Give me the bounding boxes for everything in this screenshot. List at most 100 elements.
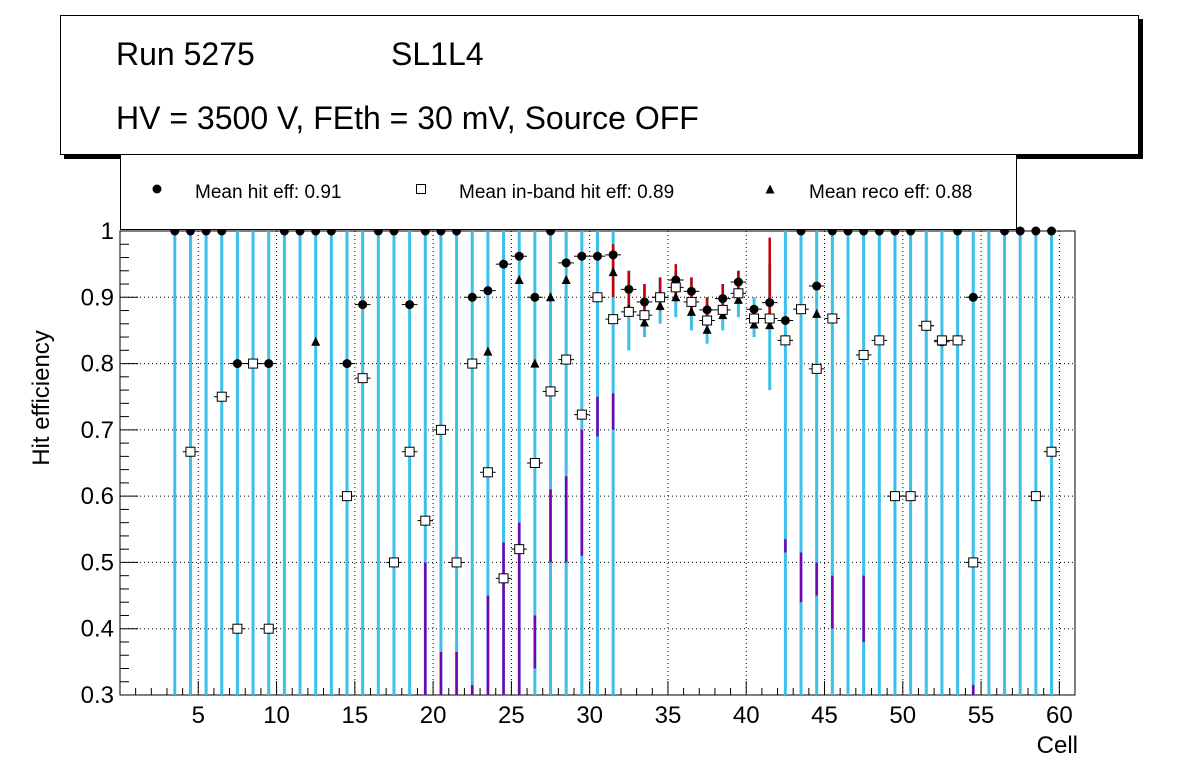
- x-tick-label: 20: [420, 702, 447, 729]
- y-tick-label: 0.5: [81, 549, 114, 576]
- inband-point: [936, 335, 947, 346]
- y-tick-label: 0.4: [81, 616, 114, 643]
- hit-point: [968, 292, 978, 302]
- inband-point: [655, 292, 666, 303]
- layer-label: SL1L4: [391, 36, 484, 72]
- hit-point: [608, 250, 618, 260]
- inband-point: [263, 623, 274, 634]
- inband-point: [592, 292, 603, 303]
- y-tick-label: 0.9: [81, 284, 114, 311]
- legend: Mean hit eff: 0.91 Mean in-band hit eff:…: [120, 155, 1017, 230]
- hit-point: [530, 292, 540, 302]
- x-tick-label: 50: [889, 702, 916, 729]
- legend-hit-label: Mean hit eff: 0.91: [195, 182, 342, 203]
- inband-point: [670, 282, 681, 293]
- reco-point: [483, 346, 493, 356]
- reco-point: [561, 275, 571, 285]
- reco-point: [686, 306, 696, 316]
- inband-point: [905, 491, 916, 502]
- reco-point: [639, 317, 649, 327]
- inband-point: [482, 467, 493, 478]
- inband-point: [702, 315, 713, 326]
- hit-point: [702, 305, 712, 315]
- hit-point: [514, 251, 524, 261]
- inband-markers: [182, 282, 1060, 634]
- inband-point: [827, 313, 838, 324]
- hit-point: [232, 359, 242, 369]
- reco-point: [530, 358, 540, 368]
- y-tick-label: 0.6: [81, 483, 114, 510]
- hit-point: [1047, 226, 1057, 236]
- inband-point: [608, 314, 619, 325]
- reco-point: [514, 275, 524, 285]
- x-tick-label: 45: [811, 702, 838, 729]
- inband-point: [529, 458, 540, 468]
- inband-point: [921, 320, 932, 331]
- inband-point: [733, 288, 744, 299]
- hit-point: [467, 292, 477, 302]
- reco-point: [655, 300, 665, 310]
- inband-point: [1046, 446, 1057, 457]
- inband-point: [498, 573, 509, 584]
- y-tick-label: 0.8: [81, 351, 114, 378]
- hit-point: [342, 359, 352, 369]
- reco-point: [311, 336, 321, 346]
- reco-point: [765, 320, 775, 330]
- reco-point: [546, 292, 556, 302]
- inband-point: [388, 557, 399, 568]
- x-tick-label: 40: [733, 702, 760, 729]
- reco-error-bars: [173, 231, 1054, 695]
- inband-point: [749, 313, 760, 324]
- hit-point: [561, 258, 571, 268]
- inband-point: [874, 335, 885, 346]
- hit-point: [358, 300, 368, 310]
- inband-point: [232, 623, 243, 634]
- x-tick-label: 60: [1046, 702, 1073, 729]
- hit-point: [780, 315, 790, 325]
- inband-point: [435, 424, 446, 435]
- legend-reco-marker: [765, 184, 775, 194]
- y-tick-label: 1: [101, 218, 114, 245]
- hit-point: [593, 251, 602, 261]
- x-axis-label: Cell: [1036, 732, 1078, 759]
- y-tick-label: 0.7: [81, 417, 114, 444]
- inband-point: [639, 310, 650, 321]
- x-tick-label: 30: [576, 702, 603, 729]
- reco-markers: [311, 267, 947, 501]
- reco-point: [749, 319, 759, 329]
- title-box: Run 5275 SL1L4 HV = 3500 V, FEth = 30 mV…: [60, 15, 1139, 155]
- inband-point: [780, 335, 791, 346]
- inband-point: [858, 349, 869, 360]
- hit-point: [733, 277, 743, 287]
- axes: 5 10 15 20 25 30 35 40 45 50 55 60 0.3 0.4 0.5 0.6 0.7 0.…: [81, 218, 1073, 729]
- x-tick-label: 35: [655, 702, 682, 729]
- reco-point: [671, 292, 681, 302]
- inband-point: [248, 358, 259, 369]
- hit-point: [671, 275, 681, 285]
- x-tick-label: 10: [263, 702, 290, 729]
- inband-point: [623, 306, 634, 317]
- conditions-label: HV = 3500 V, FEth = 30 mV, Source OFF: [116, 100, 699, 136]
- legend-hit-marker: [152, 184, 162, 194]
- inband-point: [717, 304, 728, 315]
- y-axis-label: Hit efficiency: [28, 330, 55, 466]
- x-tick-label: 15: [341, 702, 368, 729]
- x-tick-label: 55: [968, 702, 995, 729]
- hit-point: [718, 294, 728, 304]
- inband-point: [216, 391, 227, 402]
- x-tick-label: 25: [498, 702, 525, 729]
- grid-lines: [120, 230, 1075, 696]
- reco-point: [702, 324, 712, 334]
- y-tick-label: 0.3: [81, 682, 114, 709]
- inband-point: [561, 354, 572, 365]
- inband-point: [185, 446, 196, 457]
- inband-point: [686, 296, 697, 307]
- hit-point: [812, 281, 822, 291]
- x-tick-label: 5: [192, 702, 205, 729]
- hit-point: [577, 251, 587, 261]
- reco-point: [733, 294, 743, 304]
- reco-point: [812, 308, 822, 318]
- hit-point: [1015, 226, 1025, 236]
- hit-point: [749, 304, 759, 314]
